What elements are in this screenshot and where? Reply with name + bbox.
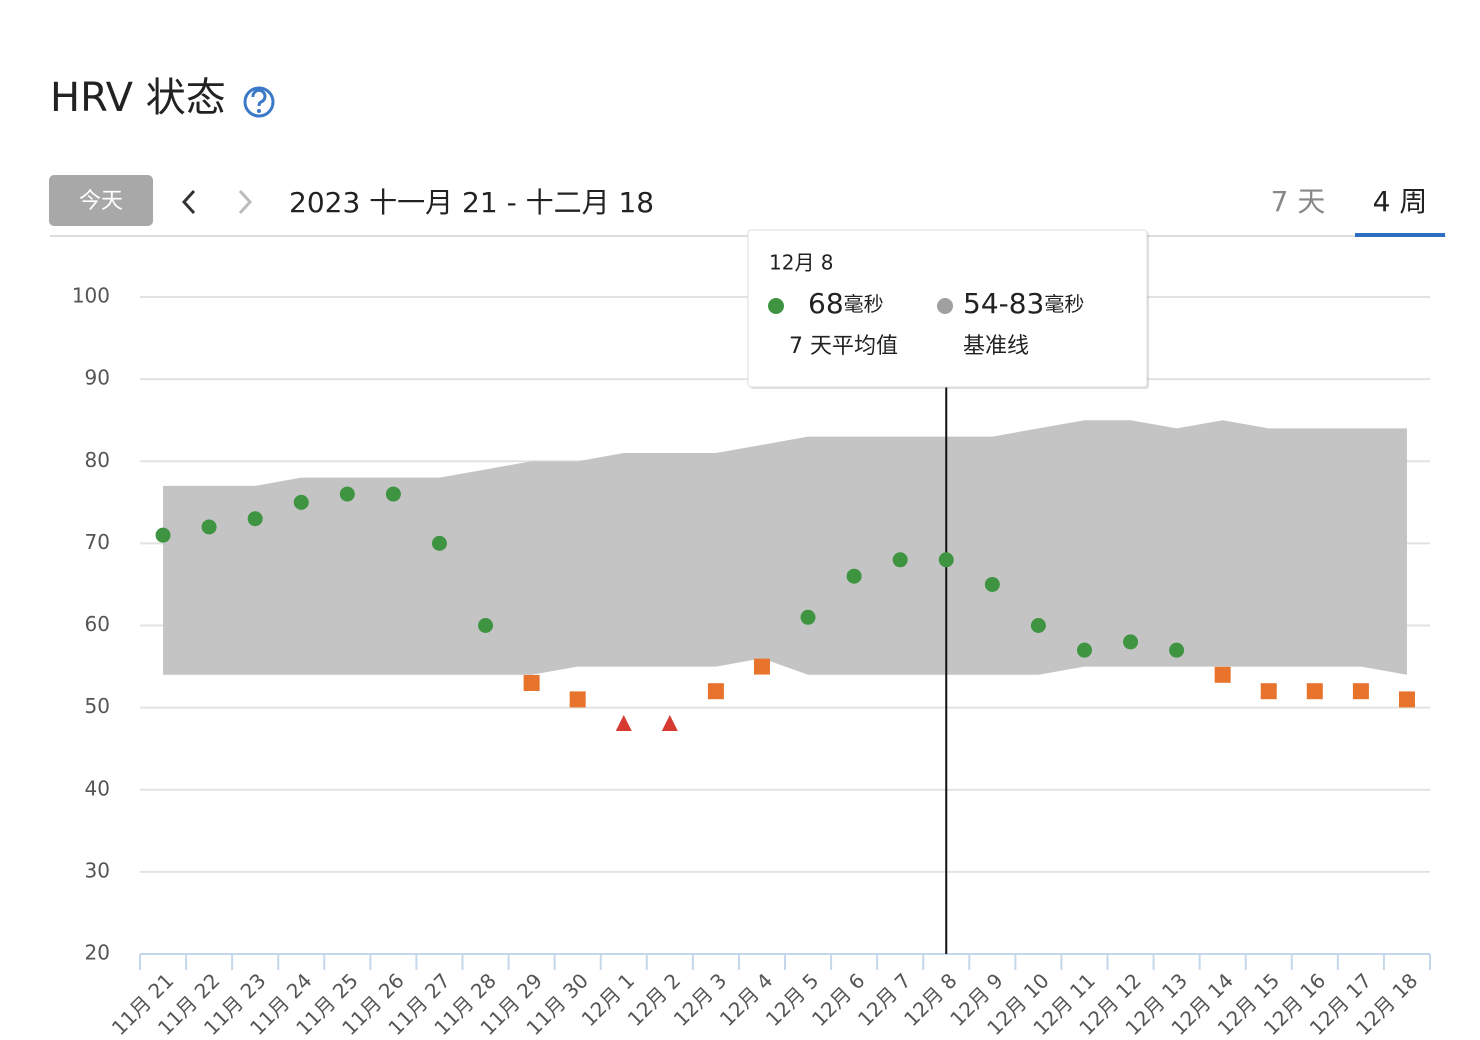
tooltip-value-dot	[768, 298, 784, 314]
tooltip-range-text: 54-83	[963, 287, 1044, 320]
tooltip-date: 12月 8	[769, 251, 834, 275]
point-square	[523, 674, 540, 691]
tooltip-unit: 毫秒	[844, 292, 884, 316]
point-circle	[293, 494, 309, 510]
point-circle	[984, 576, 1000, 592]
point-circle	[431, 535, 447, 551]
today-label: 今天	[79, 189, 123, 214]
help-icon[interactable]	[243, 86, 275, 118]
date-range: 2023 十一月 21 - 十二月 18	[289, 186, 654, 219]
point-triangle	[661, 715, 678, 732]
point-circle	[247, 511, 263, 527]
next-button[interactable]	[238, 189, 253, 215]
point-square	[1352, 683, 1369, 700]
point-square	[1306, 683, 1323, 700]
tooltip-range: 54-83毫秒	[963, 287, 1084, 320]
y-tick-label: 70	[85, 530, 110, 554]
point-circle	[800, 609, 816, 625]
y-tick-label: 50	[85, 694, 110, 718]
point-triangle	[615, 715, 632, 732]
y-tick-label: 100	[72, 284, 110, 308]
point-square	[753, 658, 770, 675]
point-square	[569, 691, 586, 708]
point-circle	[1030, 618, 1046, 633]
point-circle	[385, 486, 401, 502]
tooltip-range-dot	[937, 298, 953, 314]
point-circle	[1076, 642, 1092, 658]
tab[interactable]: 4 周	[1373, 185, 1428, 218]
baseline-band	[163, 420, 1407, 675]
point-square	[1260, 683, 1277, 700]
point-circle	[1123, 634, 1139, 650]
point-square	[707, 683, 724, 700]
point-circle	[478, 618, 494, 633]
point-circle	[846, 568, 862, 584]
point-square	[1398, 691, 1415, 708]
y-tick-label: 60	[85, 612, 110, 636]
point-circle	[201, 519, 217, 535]
tab[interactable]: 7 天	[1271, 185, 1326, 218]
tooltip-unit: 毫秒	[1044, 292, 1084, 316]
page-title: HRV 状态	[50, 75, 226, 121]
point-circle	[155, 527, 171, 543]
point-circle	[892, 552, 908, 568]
y-tick-label: 30	[85, 858, 110, 882]
prev-button[interactable]	[181, 189, 196, 215]
today-button[interactable]: 今天	[49, 175, 153, 226]
point-circle	[1169, 642, 1185, 658]
point-circle	[339, 486, 355, 502]
y-tick-label: 90	[85, 366, 110, 390]
y-tick-label: 20	[85, 941, 110, 965]
y-tick-label: 40	[85, 776, 110, 800]
point-circle	[938, 552, 954, 568]
tooltip-value-caption: 7 天平均值	[789, 334, 898, 359]
active-tab-indicator	[1355, 233, 1445, 237]
point-square	[1214, 666, 1231, 683]
tooltip-value: 68毫秒	[808, 287, 884, 320]
y-tick-label: 80	[85, 448, 110, 472]
tooltip-range-caption: 基准线	[963, 334, 1029, 359]
tooltip-value-number: 68	[808, 287, 844, 320]
